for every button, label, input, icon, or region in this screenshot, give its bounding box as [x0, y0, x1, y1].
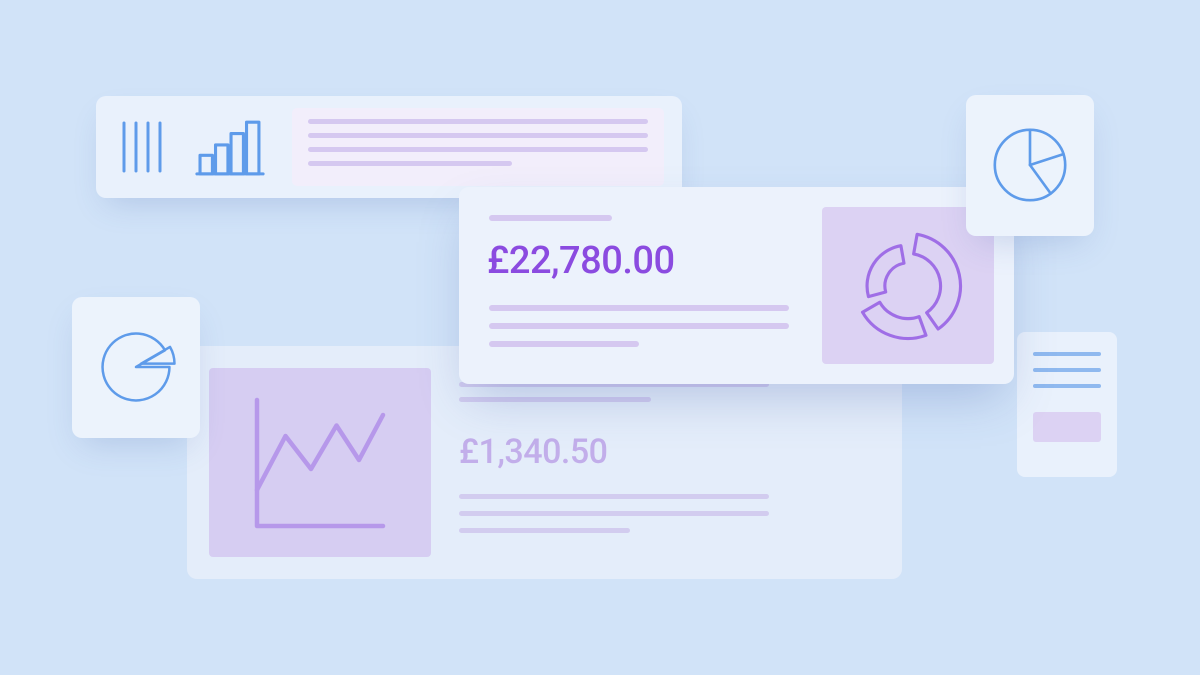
top-bar-card — [96, 96, 682, 198]
front-panel-card: £22,780.00 — [459, 187, 1014, 384]
front-lines-top — [489, 215, 769, 221]
pie-chart-popped-icon — [90, 321, 182, 413]
pie-chart-icon — [986, 121, 1074, 209]
donut-chart-icon — [845, 223, 971, 349]
line-chart-tile — [209, 368, 431, 557]
back-panel-lines-top — [459, 382, 769, 402]
pie-card-top-right — [966, 95, 1094, 236]
right-strip-card — [1017, 332, 1117, 477]
back-amount: £1,340.50 — [459, 432, 608, 472]
back-panel-lines-bottom — [459, 494, 769, 533]
line-chart-icon — [235, 388, 405, 538]
front-lines-bottom — [489, 305, 789, 347]
right-strip-block — [1033, 412, 1101, 442]
bar-chart-icon — [192, 116, 268, 178]
top-bar-text-block — [292, 108, 664, 186]
front-amount: £22,780.00 — [487, 239, 675, 283]
pie-card-left — [72, 297, 200, 438]
column-lines-icon — [116, 116, 176, 178]
right-strip-lines — [1033, 352, 1101, 388]
